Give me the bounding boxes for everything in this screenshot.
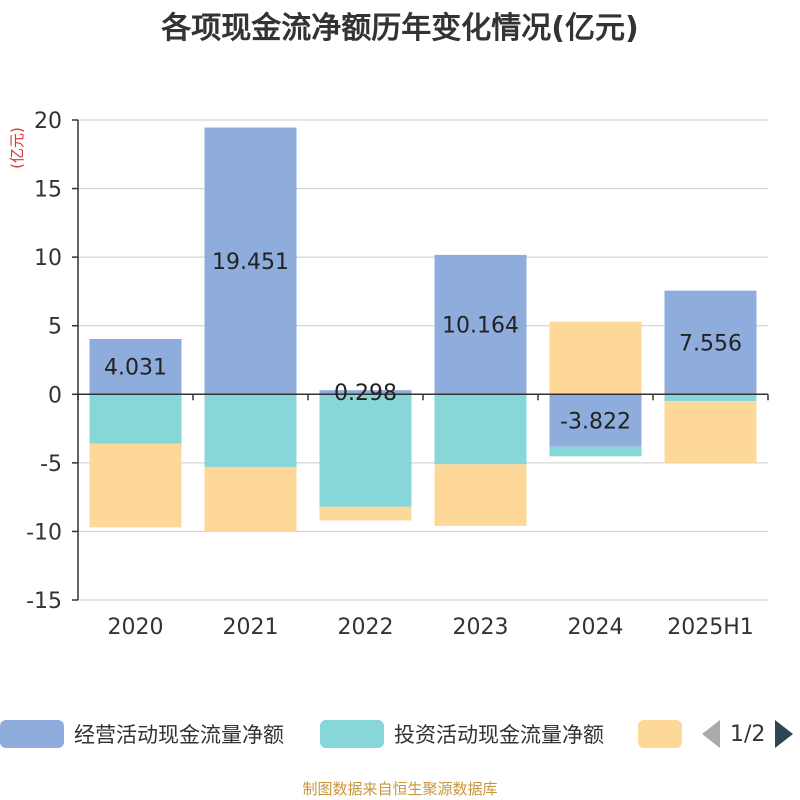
chart-title: 各项现金流净额历年变化情况(亿元): [160, 11, 638, 46]
bar-series1-2022: [319, 394, 412, 507]
bar-series1-2023: [434, 394, 527, 465]
data-label: -3.822: [560, 409, 631, 434]
bar-series2-2022: [319, 506, 412, 521]
legend-label-operating: 经营活动现金流量净额: [74, 723, 284, 747]
y-tick-label: 15: [34, 178, 62, 203]
legend-item-operating[interactable]: 经营活动现金流量净额: [0, 714, 284, 754]
triangle-right-icon[interactable]: [775, 720, 794, 748]
y-tick-label: 10: [34, 246, 62, 271]
y-tick-label: 0: [48, 383, 62, 408]
legend-item-third-series[interactable]: [638, 714, 682, 754]
bar-series0-2021: [204, 127, 297, 395]
y-tick-label: -15: [26, 589, 62, 614]
x-tick-label: 2021: [223, 615, 279, 640]
cash-flow-chart: 各项现金流净额历年变化情况(亿元) (亿元) 20151050-5-10-152…: [8, 11, 769, 640]
data-label: 19.451: [212, 250, 289, 275]
data-label: 7.556: [679, 331, 742, 356]
bar-series0-2025H1: [664, 290, 757, 395]
x-tick-label: 2024: [568, 615, 624, 640]
bar-series2-2021: [204, 466, 297, 532]
data-label: 10.164: [442, 314, 519, 339]
bar-series1-2025H1: [664, 394, 757, 402]
legend-label-investing: 投资活动现金流量净额: [394, 723, 604, 747]
x-tick-label: 2020: [108, 615, 164, 640]
bar-series2-2020: [89, 443, 182, 528]
bar-series2-2023: [434, 464, 527, 526]
legend-swatch-investing: [320, 720, 384, 748]
bar-series0-2023: [434, 254, 527, 395]
bar-series0-2020: [89, 339, 182, 395]
chart-legend: 经营活动现金流量净额 投资活动现金流量净额 1/2: [0, 714, 800, 754]
legend-swatch-operating: [0, 720, 64, 748]
x-tick-label: 2023: [453, 615, 509, 640]
legend-pager: 1/2: [702, 714, 794, 754]
grid-lines: [78, 119, 768, 601]
bar-series1-2020: [89, 394, 182, 444]
data-label: 0.298: [334, 381, 397, 406]
y-tick-label: -5: [40, 452, 62, 477]
y-tick-label: -10: [26, 520, 62, 545]
legend-page-indicator: 1/2: [730, 721, 766, 747]
triangle-left-icon[interactable]: [702, 720, 720, 748]
data-labels: 4.031 19.451 0.298 10.164 -3.822 7.556: [104, 250, 742, 435]
y-tick-label: 20: [34, 109, 62, 134]
x-tick-label: 2022: [338, 615, 394, 640]
x-tick-label: 2025H1: [667, 615, 754, 640]
data-label: 4.031: [104, 356, 167, 381]
y-axis-unit-label: (亿元): [8, 127, 26, 169]
bar-series2-2025H1: [664, 401, 757, 463]
bar-series0-2024: [549, 394, 642, 447]
bar-series1-2024: [549, 446, 642, 457]
data-source-footer: 制图数据来自恒生聚源数据库: [302, 780, 498, 798]
legend-swatch-third-series: [638, 720, 682, 748]
legend-item-investing[interactable]: 投资活动现金流量净额: [320, 714, 604, 754]
bar-series: [89, 127, 757, 532]
y-tick-label: 5: [48, 315, 62, 340]
bar-series0-2022: [319, 390, 412, 395]
bar-series1-2021: [204, 394, 297, 467]
axes: 20 15 10 5 0 -5 -10 -15 2020 2021 2022 2023 2024 2025…: [26, 109, 769, 640]
bar-series2-2024: [549, 321, 642, 395]
